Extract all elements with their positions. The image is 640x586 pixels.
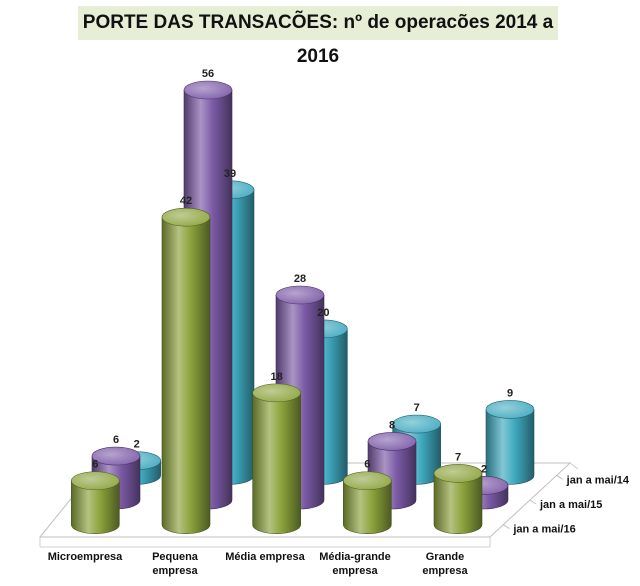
category-label: Microempresa — [48, 551, 123, 563]
bar-4-series-0 — [485, 400, 535, 485]
data-label: 39 — [224, 168, 236, 180]
depth-tick — [503, 524, 510, 530]
category-labels: Microempresa Pequena empresa Média empresa M… — [48, 551, 469, 577]
data-label: 20 — [317, 307, 329, 319]
data-label: 6 — [364, 459, 370, 471]
bar-2-series-2 — [252, 383, 301, 534]
category-label: Grande empresa — [422, 551, 468, 577]
data-label: 7 — [414, 402, 420, 414]
data-label: 8 — [389, 419, 395, 431]
series-label: jan a mai/15 — [539, 499, 602, 511]
bar-1-series-2 — [161, 207, 211, 534]
data-label: 56 — [202, 68, 214, 80]
data-label: 2 — [481, 463, 487, 475]
bar-3-series-2 — [343, 471, 392, 534]
title-background — [78, 6, 558, 40]
data-label: 6 — [92, 459, 98, 471]
depth-tick — [556, 474, 563, 480]
bar-0-series-2 — [71, 471, 120, 534]
depth-tick — [529, 499, 537, 505]
series-axis-labels: jan a mai/14 jan a mai/15 jan a mai/16 — [503, 474, 630, 536]
category-label: Média empresa — [225, 551, 305, 563]
data-labels: 2 39 20 7 9 6 56 28 8 2 6 42 18 6 7 — [92, 68, 513, 475]
floor-back-edge — [569, 462, 579, 470]
data-label: 6 — [113, 434, 119, 446]
data-label: 18 — [271, 371, 283, 383]
data-label: 42 — [180, 195, 192, 207]
data-label: 28 — [294, 273, 306, 285]
chart-title: PORTE DAS TRANSACÕES: nº de operacões 20… — [82, 12, 554, 67]
data-label: 7 — [455, 451, 461, 463]
data-label: 2 — [134, 439, 140, 451]
bar-4-series-2 — [433, 464, 483, 534]
category-label: Pequena empresa — [152, 551, 199, 577]
series-label: jan a mai/16 — [512, 524, 575, 536]
data-label: 9 — [507, 387, 513, 399]
category-label: Média-grande empresa — [319, 551, 391, 577]
series-label: jan a mai/14 — [566, 474, 630, 486]
bar-cylinders — [71, 80, 535, 534]
